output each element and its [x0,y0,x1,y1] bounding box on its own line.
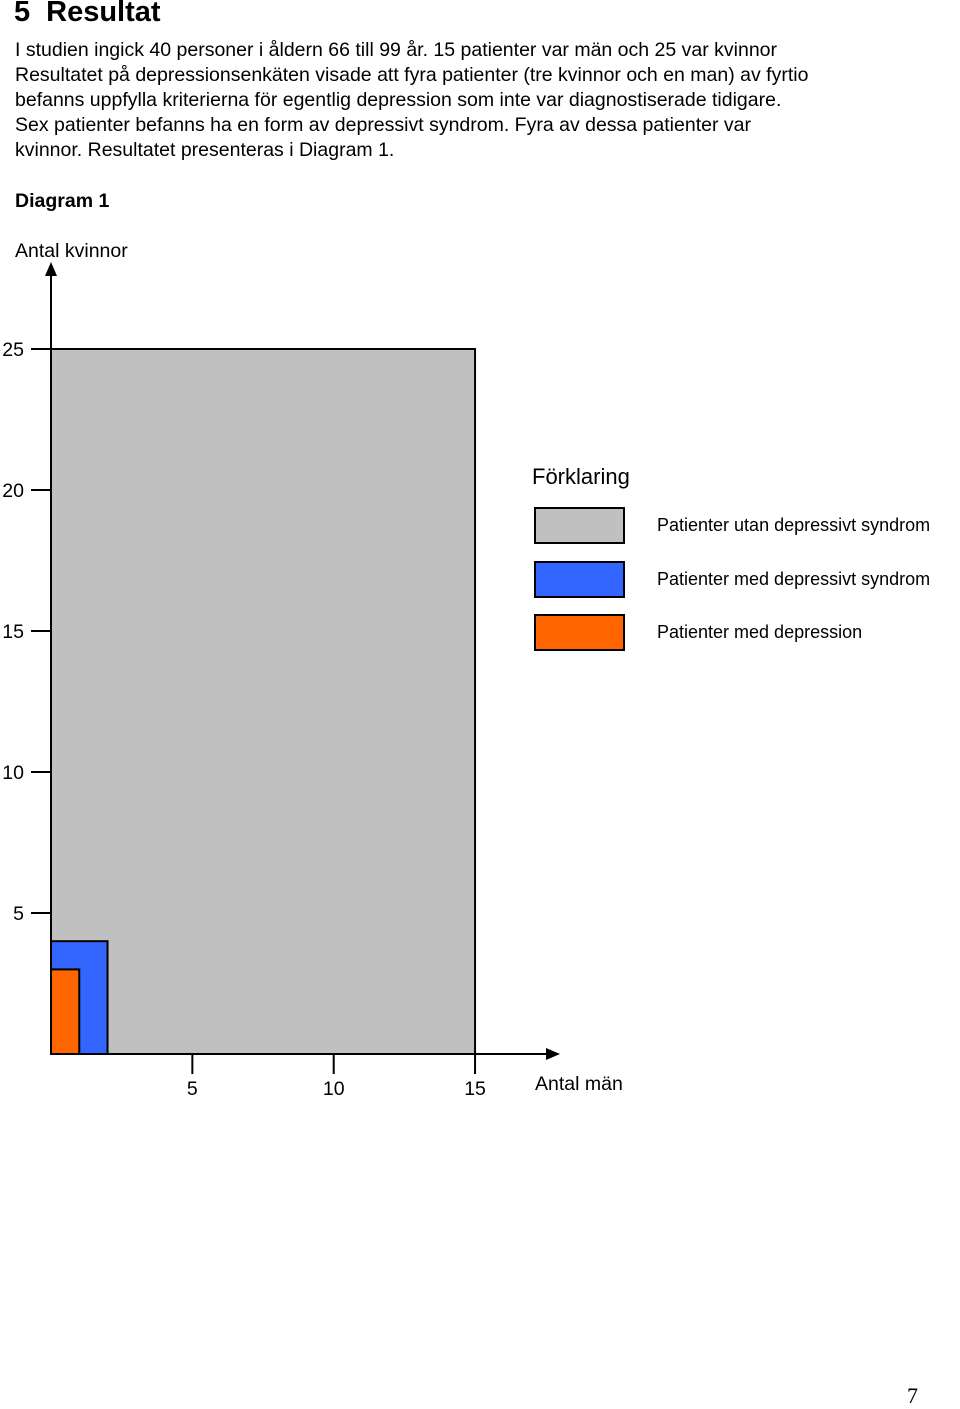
data-rect-1 [50,348,477,1055]
y-axis-title: Antal kvinnor [15,240,128,262]
data-rect-3 [50,968,81,1056]
legend-swatch-3 [534,614,625,651]
legend-swatch-2 [534,561,625,598]
legend-swatch-1 [534,507,625,544]
y-tick-label: 20 [2,480,24,502]
legend-title: Förklaring [532,464,630,489]
paragraph-line: kvinnor. Resultatet presenteras i Diagra… [15,139,395,161]
x-tick-label: 10 [323,1078,345,1100]
y-tick-label: 10 [2,762,24,784]
paragraph-line: befanns uppfylla kriterierna för egentli… [15,89,782,111]
y-tick-label: 25 [2,339,24,361]
section-title: Resultat [46,0,161,28]
x-tick-label: 15 [464,1078,486,1100]
y-tick-label: 5 [13,903,24,925]
y-axis-arrow [45,262,57,276]
paragraph-line: I studien ingick 40 personer i åldern 66… [15,39,778,61]
diagram-chart: 5 10 15 20 25 5 10 15 Antal män Förklaring Patient… [2,262,930,1100]
section-number: 5 [14,0,31,28]
page-number: 7 [907,1383,918,1408]
paragraph-line: Resultatet på depressionsenkäten visade … [15,64,809,86]
y-tick-label: 15 [2,621,24,643]
paragraph-line: Sex patienter befanns ha en form av depr… [15,114,751,136]
legend-label-1: Patienter utan depressivt syndrom [657,515,930,535]
x-axis-arrow [546,1048,560,1060]
legend-label-2: Patienter med depressivt syndrom [657,569,930,589]
diagram-title: Diagram 1 [15,190,110,212]
x-axis-title: Antal män [535,1073,623,1095]
section-heading: 5 Resultat [14,0,161,29]
legend-label-3: Patienter med depression [657,622,862,642]
x-tick-label: 5 [187,1078,198,1100]
